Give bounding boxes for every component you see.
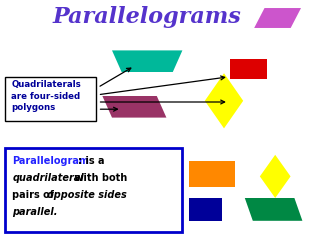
Polygon shape (112, 50, 182, 72)
Polygon shape (260, 155, 291, 198)
Bar (189, 161, 235, 187)
Polygon shape (205, 73, 243, 128)
FancyBboxPatch shape (5, 77, 96, 121)
Text: Parallelograms: Parallelograms (53, 6, 242, 28)
Text: opposite sides: opposite sides (47, 190, 126, 200)
Text: Parallelogram: Parallelogram (12, 156, 89, 166)
Bar (189, 198, 222, 221)
Text: pairs of: pairs of (12, 190, 58, 200)
Polygon shape (245, 198, 302, 221)
Text: with both: with both (71, 173, 128, 183)
Text: : is a: : is a (78, 156, 104, 166)
Polygon shape (253, 7, 302, 29)
Text: quadrilateral: quadrilateral (12, 173, 84, 183)
Polygon shape (102, 96, 166, 118)
Text: Quadrilaterals
are four-sided
polygons: Quadrilaterals are four-sided polygons (11, 80, 81, 112)
Text: parallel.: parallel. (12, 207, 58, 217)
Bar (230, 59, 267, 79)
FancyBboxPatch shape (5, 148, 182, 232)
